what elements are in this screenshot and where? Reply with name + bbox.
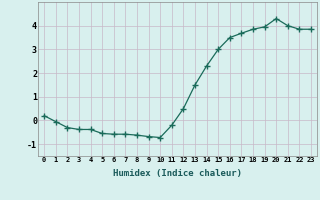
- X-axis label: Humidex (Indice chaleur): Humidex (Indice chaleur): [113, 169, 242, 178]
